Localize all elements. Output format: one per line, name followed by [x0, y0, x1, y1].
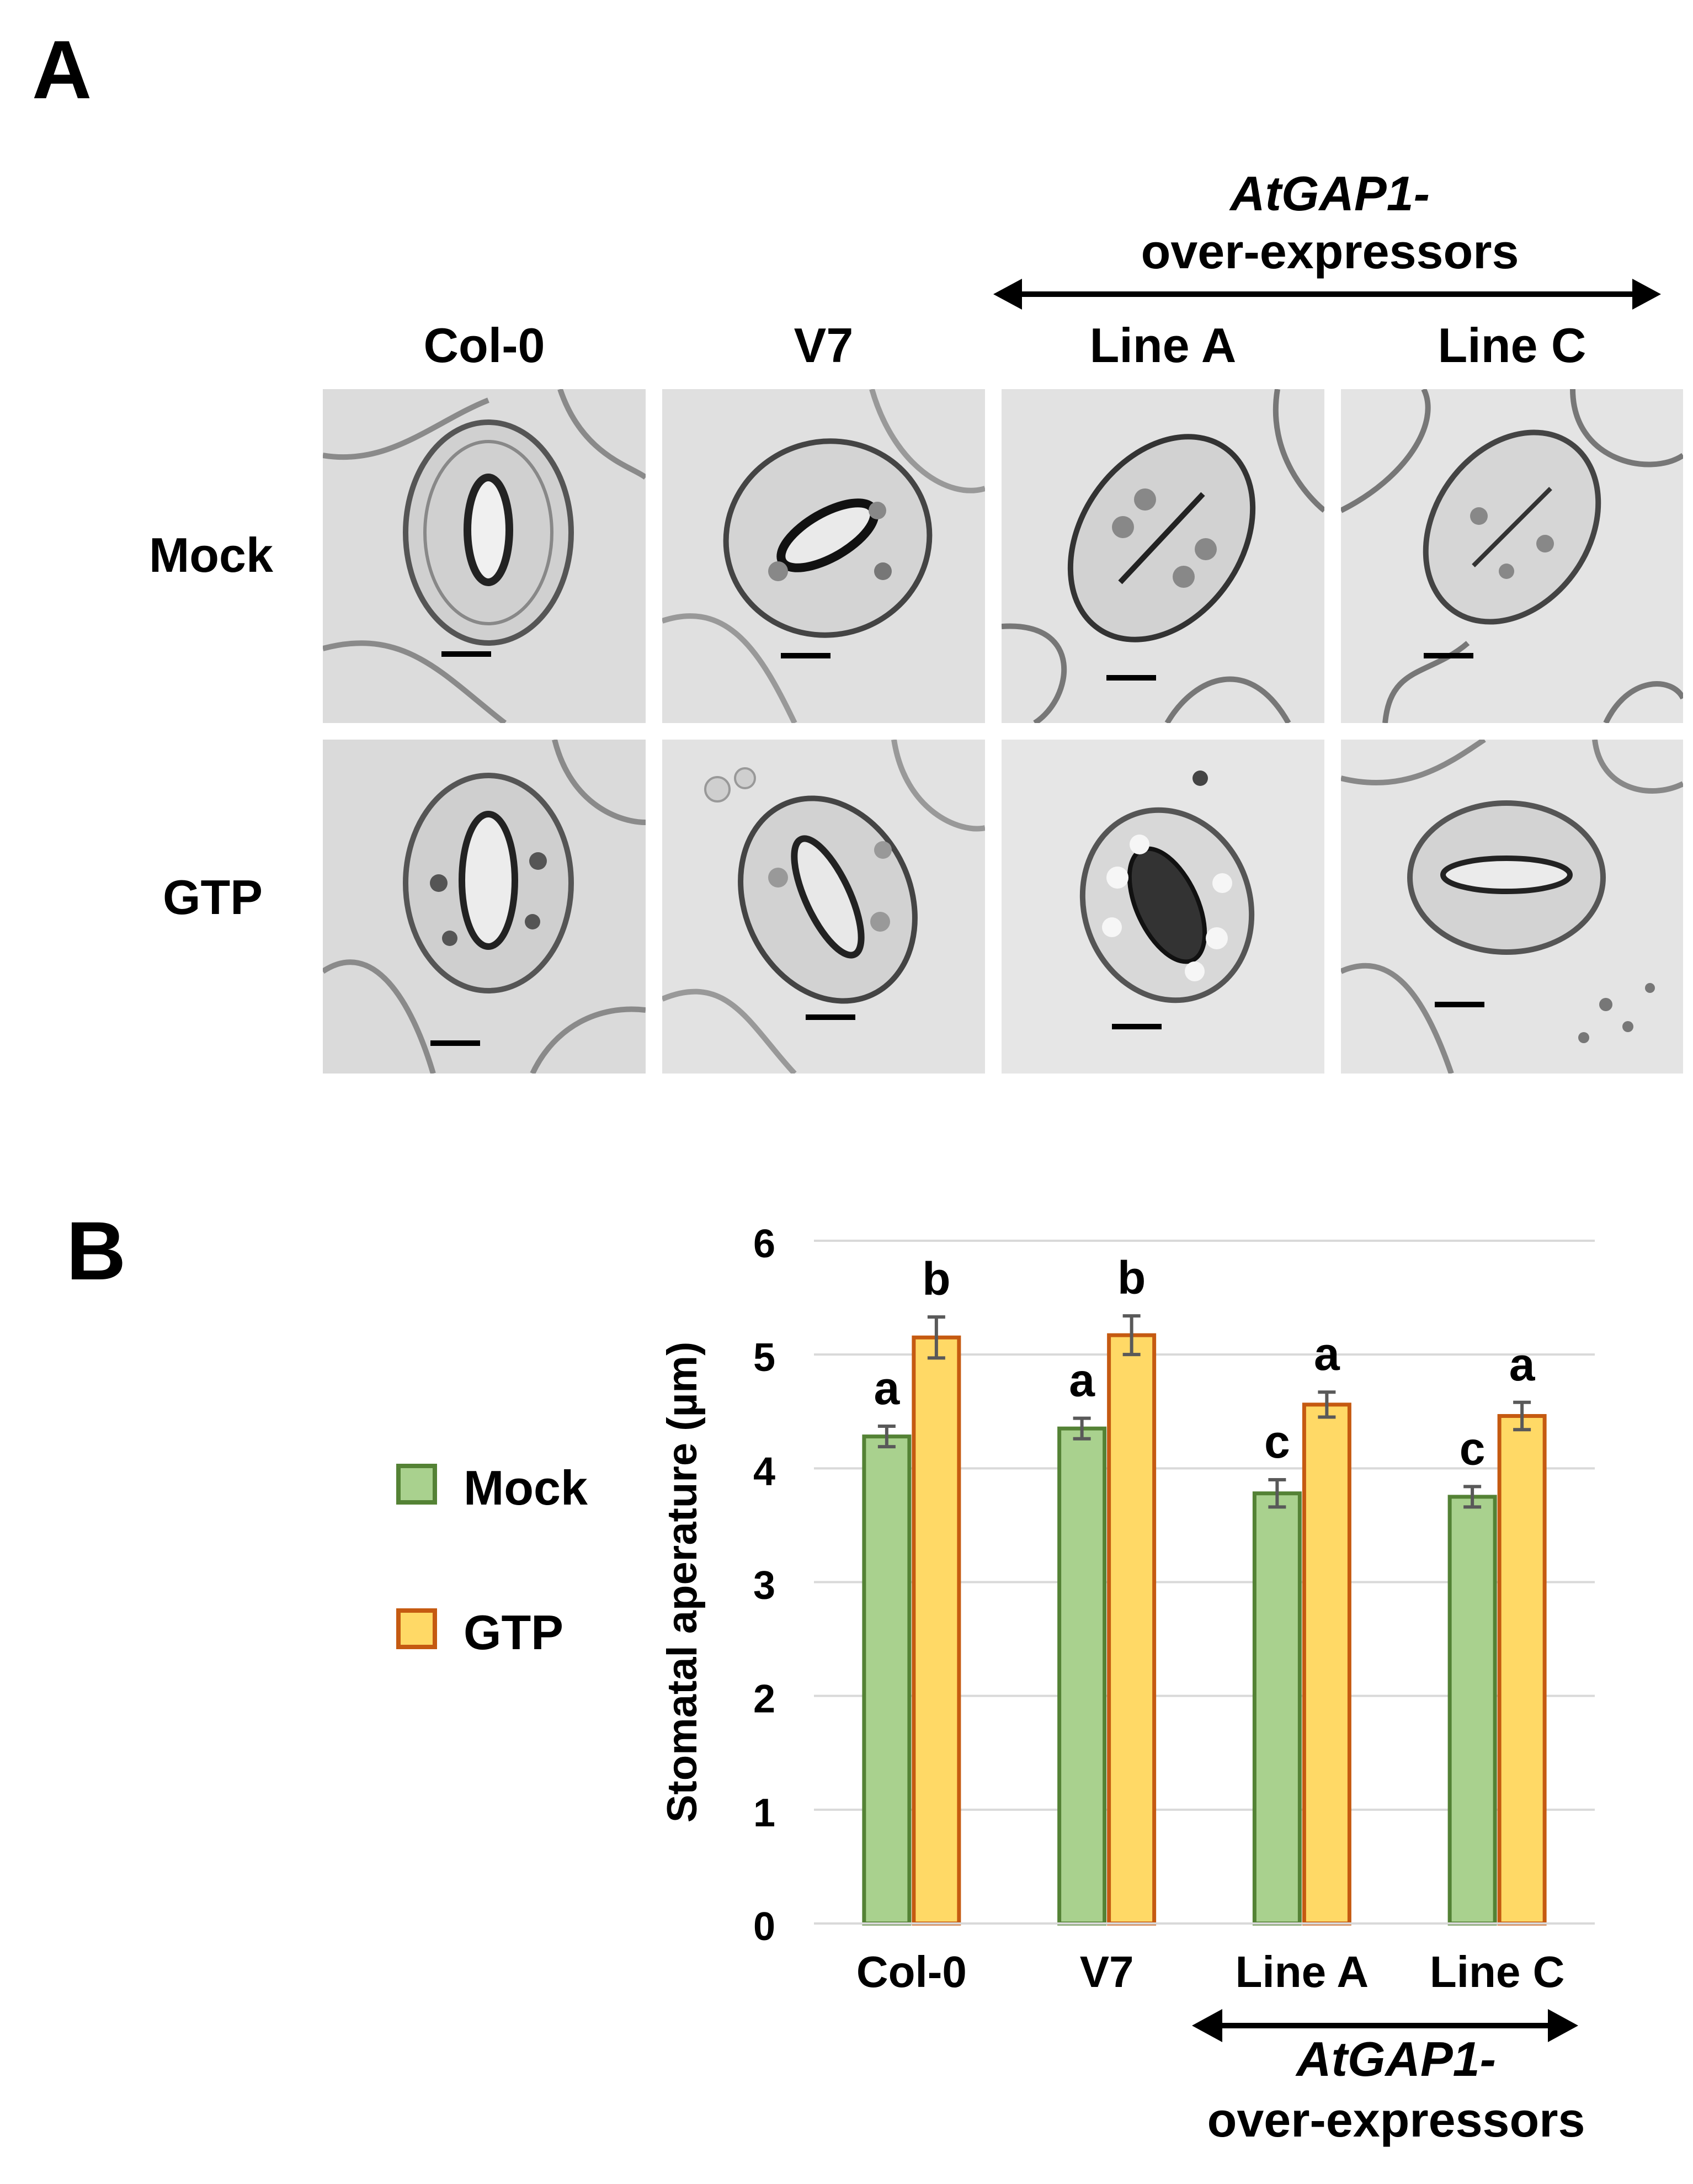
y-tick-label: 0 — [753, 1905, 775, 1949]
bar — [1447, 1495, 1497, 1926]
y-axis-label: Stomatal aperature (µm) — [659, 1342, 706, 1823]
micrograph-v7-mock — [662, 389, 985, 723]
legend-swatch-mock — [396, 1464, 437, 1505]
panel-a-group-label-line2: over-expressors — [1141, 224, 1519, 279]
bar — [862, 1434, 912, 1926]
panel-a-col-label: V7 — [794, 318, 854, 373]
panel-a-row-label: Mock — [149, 528, 273, 582]
panel-a-group-label-line1: AtGAP1- — [1230, 166, 1430, 221]
x-tick-label: Col-0 — [856, 1947, 967, 1996]
significance-letter: c — [1264, 1416, 1290, 1468]
panel-a-double-arrow — [993, 279, 1661, 310]
significance-letter: b — [1117, 1252, 1146, 1304]
legend-label-gtp: GTP — [464, 1605, 563, 1660]
bar — [1497, 1414, 1547, 1926]
bar — [1107, 1333, 1157, 1926]
significance-letter: a — [874, 1362, 901, 1414]
legend-label-mock: Mock — [464, 1460, 588, 1515]
y-tick-label: 3 — [753, 1564, 775, 1608]
y-tick-label: 6 — [753, 1222, 775, 1266]
significance-letter: c — [1460, 1422, 1486, 1474]
micrograph-col0-mock — [323, 389, 646, 723]
bar — [1302, 1402, 1351, 1926]
bar — [1252, 1491, 1302, 1926]
micrograph-linea-gtp — [1002, 740, 1324, 1074]
significance-letter: a — [1509, 1338, 1536, 1390]
x-tick-label: Line A — [1236, 1947, 1369, 1996]
micrograph-linec-gtp — [1341, 740, 1683, 1074]
micrograph-linea-mock — [1002, 389, 1324, 723]
y-tick-label: 5 — [753, 1336, 775, 1380]
significance-letter: a — [1314, 1328, 1340, 1380]
panel-a-row-label: GTP — [163, 870, 263, 924]
panel-a-col-label: Col-0 — [423, 318, 545, 373]
panel-a-col-label: Line A — [1089, 318, 1237, 373]
panel-a-col-label: Line C — [1438, 318, 1586, 373]
panel-b-letter: B — [66, 1204, 126, 1297]
panel-b-group-label-line2: over-expressors — [1207, 2092, 1585, 2147]
group-arrow-head-left — [1192, 2009, 1222, 2042]
bar — [912, 1335, 961, 1926]
group-arrow-head-right — [1548, 2009, 1578, 2042]
legend-swatch-gtp — [396, 1608, 437, 1649]
significance-letter: a — [1069, 1354, 1095, 1406]
x-tick-label: V7 — [1080, 1947, 1134, 1996]
x-tick-label: Line C — [1430, 1947, 1564, 1996]
micrograph-col0-gtp — [323, 740, 646, 1074]
panel-a-letter: A — [32, 23, 92, 116]
bar — [1057, 1426, 1107, 1926]
y-tick-label: 2 — [753, 1677, 775, 1721]
panel-b-group-label-line1: AtGAP1- — [1296, 2032, 1496, 2086]
y-tick-label: 4 — [753, 1449, 775, 1494]
micrograph-linec-mock — [1341, 389, 1683, 723]
y-tick-label: 1 — [753, 1791, 775, 1835]
significance-letter: b — [922, 1253, 950, 1305]
micrograph-v7-gtp — [662, 740, 985, 1074]
